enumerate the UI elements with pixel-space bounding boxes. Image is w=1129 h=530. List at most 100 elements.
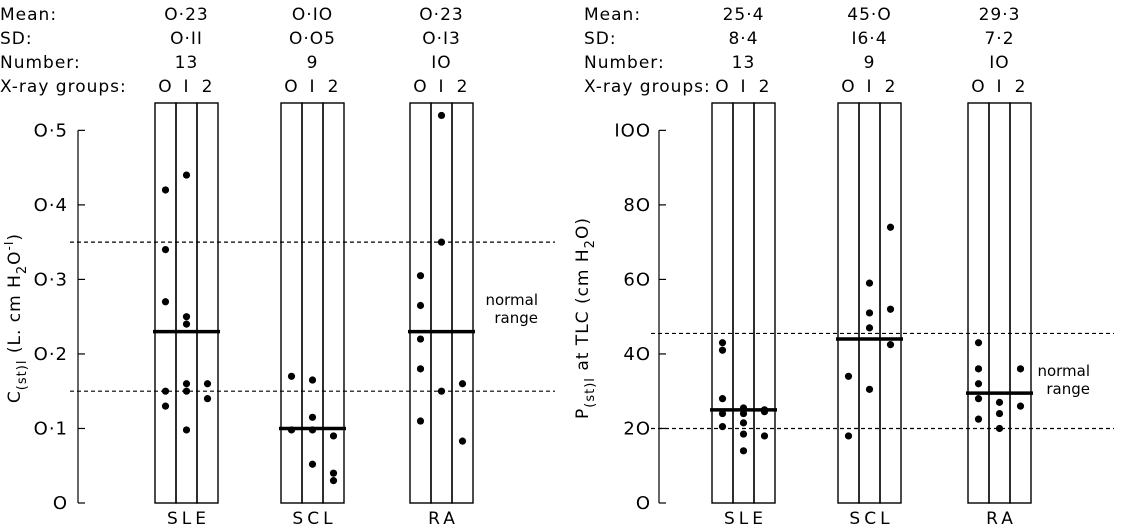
data-point — [974, 415, 983, 423]
data-point — [182, 313, 191, 321]
xray-column-box — [711, 102, 734, 504]
sd-value: I6·4 — [851, 29, 887, 49]
data-point — [995, 409, 1004, 418]
data-point — [1016, 365, 1025, 373]
xray-column-box — [967, 102, 990, 504]
data-point — [458, 437, 467, 445]
mean-value: O·IO — [292, 5, 333, 25]
group-ra: O·23 O·I3 IOO I 2 RA — [408, 5, 475, 529]
data-point — [182, 387, 191, 395]
data-point — [161, 298, 170, 306]
data-point — [308, 376, 317, 384]
data-point — [739, 447, 748, 455]
xray-group-label: I — [309, 77, 315, 97]
data-point — [182, 426, 191, 434]
data-point — [416, 417, 425, 425]
mean-value: O·23 — [419, 5, 463, 25]
group-ra: 29·3 7·2 IOO I 2 RA — [966, 5, 1033, 529]
data-point — [308, 413, 317, 421]
stat-row-label: Mean: — [0, 5, 57, 25]
xray-column-box — [196, 102, 219, 504]
sd-value: O·I3 — [422, 29, 461, 49]
data-point — [739, 404, 748, 412]
xray-column-box — [732, 102, 755, 504]
group-sle: 25·4 8·4 13O I 2 SLE — [710, 5, 777, 529]
xray-group-label: O — [841, 77, 855, 97]
stat-row-label: Mean: — [584, 5, 641, 25]
data-point — [995, 398, 1004, 406]
y-tick-label: 6O — [623, 269, 651, 290]
xray-group-label: 2 — [457, 77, 469, 97]
xray-column-box — [175, 102, 198, 504]
data-point — [182, 380, 191, 388]
data-point — [161, 246, 170, 254]
sd-value: O·O5 — [289, 29, 336, 49]
normal-range-label: normal — [1037, 362, 1090, 380]
number-value: 13 — [732, 53, 756, 73]
number-value: 13 — [175, 53, 199, 73]
group-scl: O·IO O·O5 9O I 2 SCL — [279, 5, 346, 529]
data-point — [161, 387, 170, 395]
xray-group-label: 2 — [885, 77, 897, 97]
data-point — [416, 365, 425, 373]
normal-range-label: normal — [485, 291, 538, 309]
data-point — [974, 380, 983, 388]
data-point — [437, 387, 446, 395]
xray-group-label: I — [438, 77, 444, 97]
data-point — [865, 309, 874, 317]
data-point — [287, 372, 296, 380]
data-point — [287, 426, 296, 434]
data-point — [974, 365, 983, 373]
category-label: SLE — [167, 509, 210, 529]
xray-column-box — [879, 102, 902, 504]
number-value: IO — [989, 53, 1009, 73]
data-point — [416, 335, 425, 343]
data-point — [718, 395, 727, 403]
sd-value: 7·2 — [984, 29, 1014, 49]
stat-row-label: X-ray groups: — [0, 77, 127, 97]
y-axis-title: P(st)l at TLC (cm H2O) — [573, 217, 598, 419]
data-point — [203, 380, 212, 388]
data-point — [865, 385, 874, 393]
xray-group-label: O — [971, 77, 985, 97]
data-point — [308, 460, 317, 468]
sd-value: 8·4 — [728, 29, 758, 49]
xray-group-label: O — [158, 77, 172, 97]
data-point — [1016, 402, 1025, 410]
stat-row-label: Number: — [584, 53, 665, 73]
data-point — [739, 419, 748, 427]
data-point — [886, 223, 895, 231]
data-point — [458, 380, 467, 388]
y-tick-label: 4O — [623, 344, 651, 365]
data-point — [886, 341, 895, 349]
mean-value: O·23 — [164, 5, 208, 25]
xray-group-label: O — [715, 77, 729, 97]
data-point — [437, 111, 446, 120]
data-point — [182, 171, 191, 179]
data-point — [718, 423, 727, 431]
xray-column-box — [858, 102, 881, 504]
xray-column-box — [301, 102, 324, 504]
data-point — [865, 279, 874, 287]
group-scl: 45·O I6·4 9O I 2 SCL — [836, 5, 903, 529]
xray-column-box — [753, 102, 776, 504]
y-tick-label: 2O — [623, 418, 651, 439]
y-tick-label: IOO — [614, 120, 651, 141]
xray-column-box — [322, 102, 345, 504]
xray-group-label: I — [183, 77, 189, 97]
data-point — [203, 395, 212, 403]
stat-row-label: X-ray groups: — [584, 77, 711, 97]
xray-column-box — [837, 102, 860, 504]
xray-group-label: 2 — [759, 77, 771, 97]
number-value: IO — [431, 53, 451, 73]
data-point — [718, 346, 727, 354]
y-tick-label: O·4 — [34, 195, 68, 216]
category-label: SCL — [292, 509, 336, 529]
y-tick-label: O — [53, 493, 68, 514]
data-point — [182, 320, 191, 328]
xray-group-label: 2 — [202, 77, 214, 97]
data-point — [437, 238, 446, 246]
number-value: 9 — [864, 53, 876, 73]
data-point — [995, 424, 1004, 433]
